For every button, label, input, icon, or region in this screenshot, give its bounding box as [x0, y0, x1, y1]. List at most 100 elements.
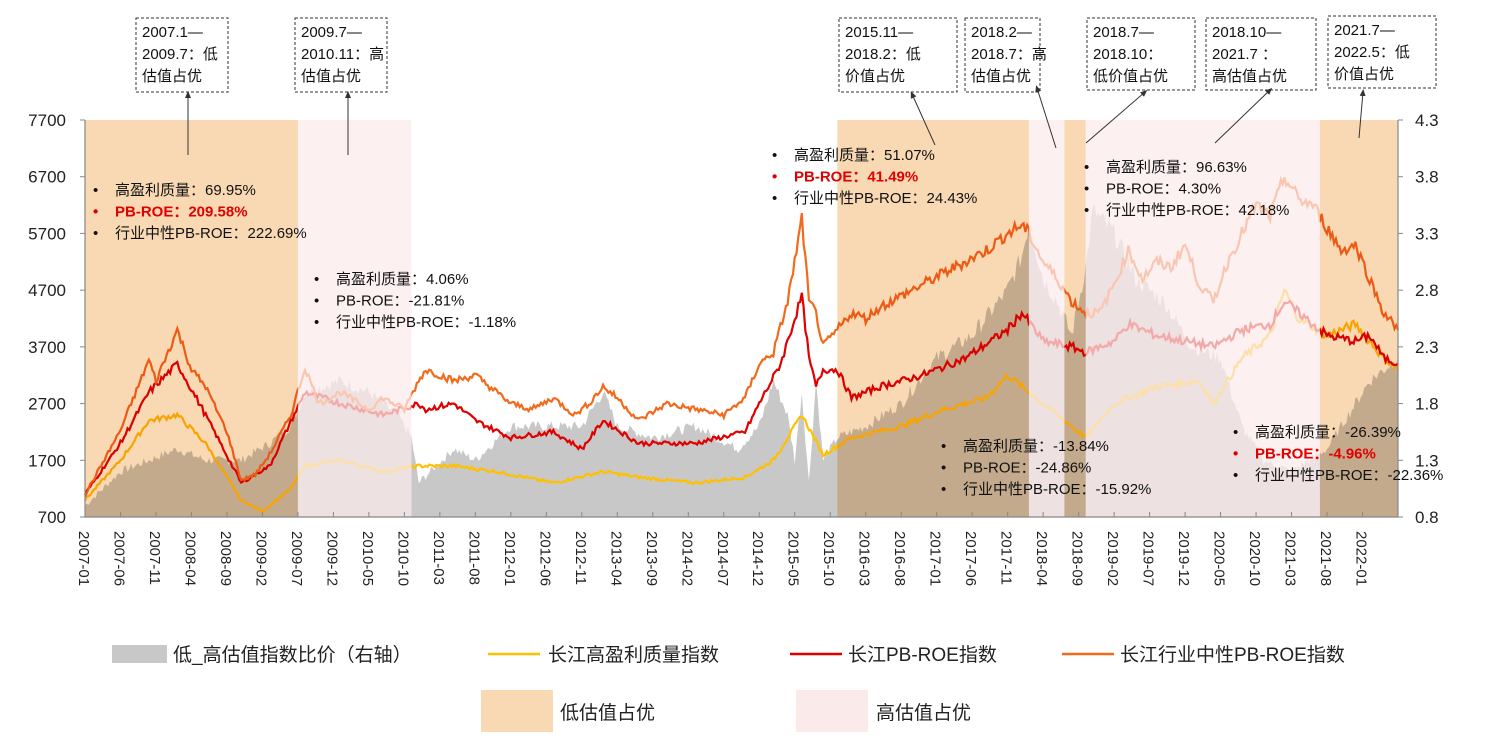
bullet: •: [1084, 181, 1089, 198]
annotation-text: 2007.1—: [142, 24, 203, 41]
annotation-text: 2018.7—: [1093, 24, 1154, 41]
legend-swatch-high: [796, 690, 868, 732]
annotation-text: 价值占优: [1334, 66, 1394, 83]
bullet: •: [772, 190, 777, 207]
annotation-frame: [135, 17, 229, 93]
return-stats-block: • 高盈利质量：51.07% • PB-ROE：41.49% • 行业中性PB-ROE：2…: [772, 147, 977, 207]
x-tick-label: 2007-11: [146, 531, 163, 585]
annotation-box: 2009.7— 2010.11：高估值占优: [294, 17, 388, 155]
right-tick-label: 1.3: [1415, 451, 1439, 470]
return-stats-block: • 高盈利质量：69.95% • PB-ROE：209.58% • 行业中性PB-ROE：…: [93, 182, 307, 242]
annotation-box: 2007.1— 2009.7：低估值占优: [135, 17, 229, 155]
annotation-text: 估值占优: [301, 68, 361, 85]
annotation-frame: [294, 17, 388, 93]
x-tick-label: 2014-07: [714, 531, 731, 586]
x-tick-label: 2014-02: [678, 531, 695, 586]
annotation-text: 价值占优: [845, 68, 905, 85]
bullet: •: [772, 147, 777, 164]
legend-label: 长江PB-ROE指数: [848, 644, 997, 666]
annotation-box: 2018.10— 2021.7 ： 高估值占优: [1205, 17, 1317, 144]
legend-swatch-low: [481, 690, 553, 732]
bullet: •: [941, 438, 946, 455]
x-tick-label: 2008-09: [217, 531, 234, 586]
annotation-text: 估值占优: [142, 68, 202, 85]
left-tick-label: 5700: [28, 224, 66, 243]
x-tick-label: 2012-11: [572, 531, 589, 585]
legend-label: 长江高盈利质量指数: [548, 644, 719, 666]
stat-text: PB-ROE：4.30%: [1106, 181, 1221, 198]
bullet: •: [93, 225, 98, 242]
bullet: •: [314, 271, 319, 288]
annotation-arrow: [1035, 85, 1057, 149]
annotation-arrow: [1358, 89, 1366, 139]
x-tick-label: 2020-05: [1211, 531, 1228, 586]
x-tick-label: 2009-12: [323, 531, 340, 586]
return-stats-block: • 高盈利质量：-13.84% • PB-ROE：-24.86% • 行业中性PB-ROE…: [941, 438, 1151, 498]
x-tick-label: 2012-01: [501, 531, 518, 586]
annotation-arrow: [1214, 87, 1273, 144]
annotation-text: 2018.7：高: [971, 46, 1047, 63]
low-valuation-region: [85, 120, 298, 517]
annotation-text: 2010.11：高: [301, 46, 384, 63]
x-tick-label: 2009-07: [288, 531, 305, 586]
return-stats-block: • 高盈利质量：4.06% • PB-ROE：-21.81% • 行业中性PB-ROE：-…: [314, 271, 516, 331]
x-tick-label: 2019-02: [1104, 531, 1121, 586]
x-tick-label: 2016-03: [856, 531, 873, 586]
left-tick-label: 1700: [28, 451, 66, 470]
x-tick-label: 2017-01: [927, 531, 944, 586]
stat-text: PB-ROE：41.49%: [794, 169, 918, 186]
annotation-box: 2018.2— 2018.7：高估值占优: [964, 17, 1057, 149]
x-tick-label: 2014-12: [749, 531, 766, 586]
bullet: •: [1233, 467, 1238, 484]
x-tick-label: 2016-08: [891, 531, 908, 586]
stat-text: 行业中性PB-ROE：222.69%: [115, 225, 307, 242]
left-tick-label: 2700: [28, 395, 66, 414]
right-tick-label: 2.3: [1415, 338, 1439, 357]
high-valuation-region: [1028, 120, 1065, 517]
low-valuation-region: [837, 120, 1029, 517]
bullet: •: [941, 481, 946, 498]
legend-label: 长江行业中性PB-ROE指数: [1120, 644, 1345, 666]
stat-text: 行业中性PB-ROE：-15.92%: [963, 481, 1151, 498]
stat-text: 行业中性PB-ROE：-1.18%: [336, 314, 516, 331]
stat-text: 高盈利质量：51.07%: [794, 147, 935, 164]
x-tick-label: 2012-06: [536, 531, 553, 586]
annotation-arrow: [1085, 90, 1148, 144]
annotation-box: 2018.7— 2018.10： 低价值占优: [1085, 17, 1196, 144]
right-tick-label: 3.3: [1415, 224, 1439, 243]
stat-text: PB-ROE：-24.86%: [963, 460, 1091, 477]
bullet: •: [1233, 446, 1238, 463]
right-tick-label: 3.8: [1415, 168, 1439, 187]
bullet: •: [93, 182, 98, 199]
annotation-text: 高估值占优: [1212, 68, 1287, 85]
annotation-frame: [838, 17, 958, 93]
legend-swatch-ratio: [112, 645, 167, 663]
right-tick-label: 2.8: [1415, 281, 1439, 300]
x-tick-label: 2017-11: [998, 531, 1015, 585]
x-tick-label: 2019-07: [1140, 531, 1157, 586]
stat-text: 行业中性PB-ROE：42.18%: [1106, 202, 1289, 219]
annotation-box: 2021.7— 2022.5：低价值占优: [1327, 15, 1437, 139]
x-tick-label: 2021-03: [1282, 531, 1299, 586]
annotation-frame: [964, 17, 1041, 93]
x-tick-label: 2019-12: [1175, 531, 1192, 586]
stat-text: 高盈利质量：96.63%: [1106, 159, 1247, 176]
x-tick-label: 2015-10: [820, 531, 837, 586]
annotation-text: 2015.11—: [845, 24, 913, 41]
left-tick-label: 3700: [28, 338, 66, 357]
x-tick-label: 2008-04: [181, 531, 198, 586]
stat-text: PB-ROE：209.58%: [115, 204, 248, 221]
high-valuation-region: [297, 120, 412, 517]
annotation-text: 2022.5：低: [1334, 44, 1410, 61]
bullet: •: [314, 314, 319, 331]
annotation-text: 2021.7—: [1334, 22, 1395, 39]
bullet: •: [941, 460, 946, 477]
stat-text: 高盈利质量：-26.39%: [1255, 424, 1401, 441]
annotation-frame: [1086, 17, 1196, 91]
bullet: •: [93, 204, 98, 221]
bullet: •: [772, 169, 777, 186]
legend-label-high: 高估值占优: [876, 702, 971, 724]
x-tick-label: 2007-06: [110, 531, 127, 586]
x-tick-label: 2021-08: [1317, 531, 1334, 586]
x-tick-label: 2022-01: [1353, 531, 1370, 586]
